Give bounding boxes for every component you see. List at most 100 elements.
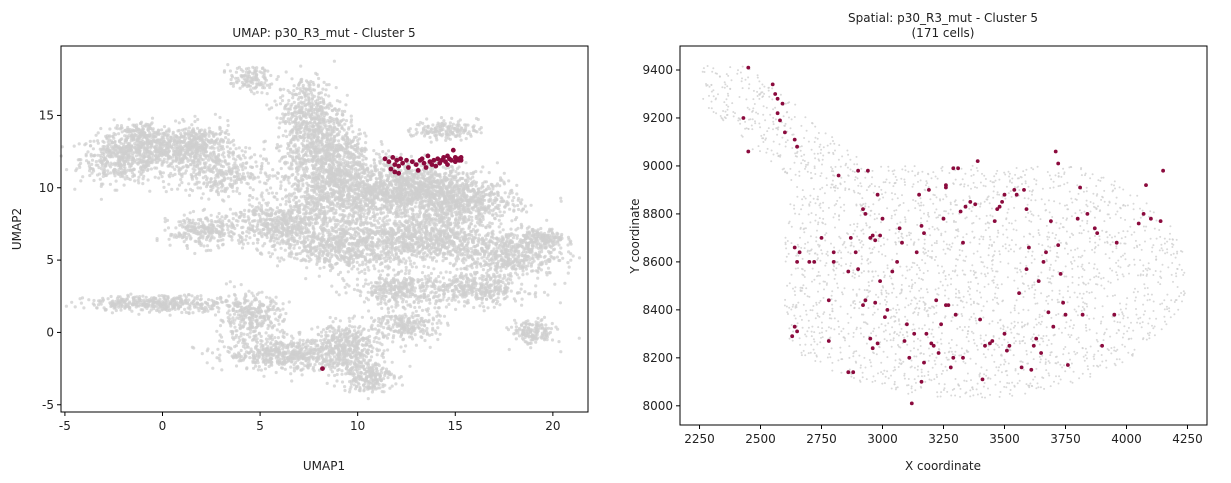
umap-background-point xyxy=(139,128,143,132)
umap-background-point xyxy=(444,186,448,190)
umap-background-point xyxy=(227,195,231,199)
umap-background-point xyxy=(81,175,85,179)
umap-background-point xyxy=(403,192,407,196)
umap-background-point xyxy=(316,142,320,146)
umap-background-point xyxy=(196,117,200,122)
umap-background-point xyxy=(243,150,247,154)
umap-background-point xyxy=(470,218,474,223)
umap-background-point xyxy=(338,194,342,198)
umap-background-point xyxy=(300,96,304,100)
umap-background-point xyxy=(335,127,339,131)
umap-background-point xyxy=(280,99,285,103)
umap-background-point xyxy=(360,151,364,156)
umap-background-point xyxy=(317,91,322,95)
umap-background-point xyxy=(284,188,288,192)
umap-background-point xyxy=(203,128,207,132)
umap-background-point xyxy=(281,94,285,98)
umap-background-point xyxy=(179,167,183,171)
umap-background-point xyxy=(116,164,120,168)
umap-background-point xyxy=(137,170,141,174)
umap-background-point xyxy=(96,163,100,167)
umap-background-point xyxy=(294,175,298,179)
umap-background-point xyxy=(155,142,159,146)
umap-background-point xyxy=(239,157,243,161)
umap-background-point xyxy=(315,153,319,157)
umap-background-point xyxy=(344,119,349,123)
umap-background-point xyxy=(332,117,336,121)
umap-background-point xyxy=(352,162,356,166)
umap-background-point xyxy=(120,170,124,174)
umap-background-points xyxy=(59,59,582,401)
umap-background-point xyxy=(192,162,196,166)
umap-background-point xyxy=(372,158,376,162)
umap-background-point xyxy=(97,172,102,176)
umap-background-point xyxy=(309,184,313,188)
umap-background-point xyxy=(299,130,303,134)
umap-background-point xyxy=(362,199,366,203)
umap-background-point xyxy=(300,121,305,125)
umap-background-point xyxy=(395,195,399,199)
umap-background-point xyxy=(84,152,88,156)
umap-background-point xyxy=(296,138,300,142)
umap-background-point xyxy=(361,171,365,175)
umap-background-point xyxy=(92,178,96,183)
umap-background-point xyxy=(207,166,211,170)
umap-background-point xyxy=(112,146,116,150)
umap-background-point xyxy=(127,117,131,121)
umap-background-point xyxy=(100,163,104,168)
umap-background-point xyxy=(96,141,100,145)
umap-background-point xyxy=(231,138,236,142)
umap-background-point xyxy=(113,143,117,147)
umap-background-point xyxy=(178,149,182,153)
umap-background-point xyxy=(377,176,382,181)
umap-background-point xyxy=(113,188,117,192)
umap-background-point xyxy=(89,152,93,156)
umap-background-point xyxy=(214,179,218,183)
umap-background-point xyxy=(146,178,150,182)
umap-background-point xyxy=(201,176,205,180)
umap-background-point xyxy=(334,86,338,90)
umap-background-point xyxy=(358,132,363,136)
umap-background-point xyxy=(308,120,312,124)
umap-background-point xyxy=(357,173,361,177)
umap-background-point xyxy=(437,193,441,198)
umap-background-point xyxy=(266,161,270,165)
umap-background-point xyxy=(284,202,288,206)
umap-background-point xyxy=(122,164,126,169)
umap-background-point xyxy=(491,187,495,191)
umap-background-point xyxy=(285,134,289,139)
umap-background-point xyxy=(291,96,295,100)
umap-background-point xyxy=(87,164,91,168)
umap-background-point xyxy=(161,180,165,184)
umap-background-point xyxy=(473,224,477,228)
umap-background-point xyxy=(112,118,116,122)
umap-background-point xyxy=(342,185,346,189)
umap-background-point xyxy=(203,131,208,135)
umap-background-point xyxy=(99,126,103,131)
umap-background-point xyxy=(319,182,323,186)
umap-background-point xyxy=(142,146,146,150)
umap-background-point xyxy=(235,189,239,193)
umap-background-point xyxy=(96,153,100,157)
umap-background-point xyxy=(232,143,236,147)
umap-background-point xyxy=(226,176,230,180)
umap-background-point xyxy=(284,199,288,203)
umap-background-point xyxy=(224,136,228,140)
umap-background-point xyxy=(88,173,92,178)
umap-background-point xyxy=(293,144,297,148)
umap-background-point xyxy=(411,185,415,189)
umap-background-point xyxy=(133,132,137,137)
umap-background-point xyxy=(307,174,311,178)
umap-background-point xyxy=(226,123,230,128)
umap-background-point xyxy=(133,179,137,183)
umap-background-point xyxy=(345,93,349,97)
umap-background-point xyxy=(181,172,185,176)
umap-background-point xyxy=(316,102,320,106)
umap-background-point xyxy=(455,179,459,183)
umap-background-point xyxy=(134,129,138,133)
umap-background-point xyxy=(223,159,227,163)
umap-background-point xyxy=(332,143,336,147)
umap-background-point xyxy=(106,169,110,173)
umap-background-point xyxy=(278,159,282,163)
umap-background-point xyxy=(276,171,280,175)
